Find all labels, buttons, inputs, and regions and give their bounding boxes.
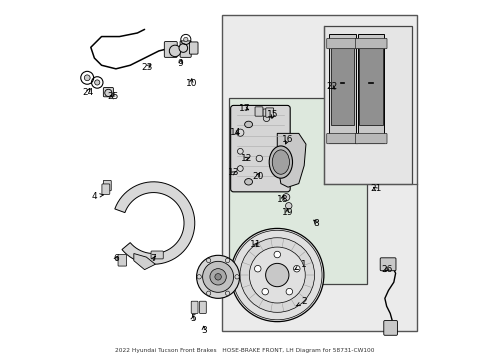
Ellipse shape bbox=[245, 179, 252, 185]
Polygon shape bbox=[134, 253, 155, 270]
FancyBboxPatch shape bbox=[380, 258, 396, 271]
Text: 16: 16 bbox=[282, 135, 293, 144]
Circle shape bbox=[274, 251, 281, 258]
Polygon shape bbox=[115, 182, 195, 264]
Text: 14: 14 bbox=[230, 128, 242, 137]
FancyBboxPatch shape bbox=[327, 39, 358, 49]
FancyBboxPatch shape bbox=[151, 251, 163, 259]
Text: 5: 5 bbox=[190, 314, 196, 323]
Text: 4: 4 bbox=[92, 192, 103, 201]
Circle shape bbox=[240, 238, 315, 312]
Text: 25: 25 bbox=[107, 92, 119, 101]
Circle shape bbox=[249, 247, 305, 303]
Circle shape bbox=[225, 258, 230, 262]
FancyBboxPatch shape bbox=[180, 41, 191, 57]
Polygon shape bbox=[277, 134, 306, 187]
FancyBboxPatch shape bbox=[103, 180, 111, 191]
FancyBboxPatch shape bbox=[327, 134, 358, 144]
Circle shape bbox=[238, 148, 243, 154]
Circle shape bbox=[238, 166, 243, 171]
FancyBboxPatch shape bbox=[255, 107, 263, 116]
Text: 12: 12 bbox=[241, 154, 252, 163]
Circle shape bbox=[254, 265, 261, 272]
Circle shape bbox=[179, 44, 188, 52]
Circle shape bbox=[262, 288, 269, 295]
Circle shape bbox=[202, 261, 234, 292]
Text: 6: 6 bbox=[113, 255, 119, 264]
FancyBboxPatch shape bbox=[331, 48, 354, 125]
Bar bbox=[221, 15, 417, 330]
Ellipse shape bbox=[245, 121, 252, 128]
FancyBboxPatch shape bbox=[103, 87, 113, 97]
Circle shape bbox=[231, 228, 324, 321]
Circle shape bbox=[263, 115, 270, 122]
Bar bbox=[229, 98, 367, 284]
FancyBboxPatch shape bbox=[199, 301, 206, 314]
Text: 13: 13 bbox=[228, 168, 239, 177]
Circle shape bbox=[196, 255, 240, 298]
Text: 23: 23 bbox=[142, 63, 153, 72]
Ellipse shape bbox=[269, 146, 293, 178]
Text: 24: 24 bbox=[82, 87, 94, 96]
Text: 19: 19 bbox=[282, 208, 293, 217]
Text: 26: 26 bbox=[381, 265, 392, 274]
Circle shape bbox=[206, 291, 211, 295]
Text: 18: 18 bbox=[277, 195, 289, 204]
Circle shape bbox=[215, 274, 221, 280]
Text: 1: 1 bbox=[295, 260, 307, 270]
Ellipse shape bbox=[272, 150, 290, 174]
FancyBboxPatch shape bbox=[164, 41, 177, 57]
FancyBboxPatch shape bbox=[355, 134, 387, 144]
Text: 7: 7 bbox=[151, 255, 156, 264]
Text: 8: 8 bbox=[314, 219, 319, 228]
Circle shape bbox=[286, 203, 292, 209]
Text: 9: 9 bbox=[177, 59, 183, 68]
FancyBboxPatch shape bbox=[102, 184, 110, 194]
FancyBboxPatch shape bbox=[118, 255, 126, 266]
Text: 11: 11 bbox=[250, 240, 262, 249]
Text: 15: 15 bbox=[267, 110, 279, 119]
FancyBboxPatch shape bbox=[359, 48, 383, 125]
FancyBboxPatch shape bbox=[358, 34, 385, 143]
Text: 20: 20 bbox=[252, 172, 263, 181]
Text: 22: 22 bbox=[326, 82, 338, 91]
Text: 2022 Hyundai Tucson Front Brakes   HOSE-BRAKE FRONT, LH Diagram for 58731-CW100: 2022 Hyundai Tucson Front Brakes HOSE-BR… bbox=[115, 348, 375, 353]
Text: 3: 3 bbox=[201, 326, 207, 335]
Circle shape bbox=[84, 75, 90, 81]
FancyBboxPatch shape bbox=[384, 320, 397, 335]
Circle shape bbox=[206, 258, 211, 262]
FancyBboxPatch shape bbox=[231, 105, 290, 192]
Circle shape bbox=[294, 265, 300, 272]
FancyBboxPatch shape bbox=[355, 39, 387, 49]
Circle shape bbox=[286, 288, 293, 295]
Text: 2: 2 bbox=[296, 297, 307, 306]
Circle shape bbox=[283, 194, 290, 201]
Text: 21: 21 bbox=[370, 184, 382, 193]
Text: 10: 10 bbox=[185, 79, 197, 88]
Bar bbox=[324, 26, 412, 184]
Circle shape bbox=[235, 275, 239, 279]
Text: 17: 17 bbox=[239, 104, 251, 113]
Circle shape bbox=[256, 155, 263, 162]
Circle shape bbox=[184, 37, 188, 41]
Circle shape bbox=[95, 80, 100, 85]
Circle shape bbox=[225, 291, 230, 295]
Circle shape bbox=[237, 129, 244, 136]
Circle shape bbox=[266, 264, 289, 287]
Circle shape bbox=[170, 45, 181, 57]
FancyBboxPatch shape bbox=[266, 108, 274, 117]
FancyBboxPatch shape bbox=[329, 34, 356, 143]
FancyBboxPatch shape bbox=[190, 42, 198, 54]
Circle shape bbox=[197, 275, 201, 279]
FancyBboxPatch shape bbox=[191, 301, 198, 314]
Circle shape bbox=[210, 269, 226, 285]
FancyBboxPatch shape bbox=[263, 109, 271, 116]
